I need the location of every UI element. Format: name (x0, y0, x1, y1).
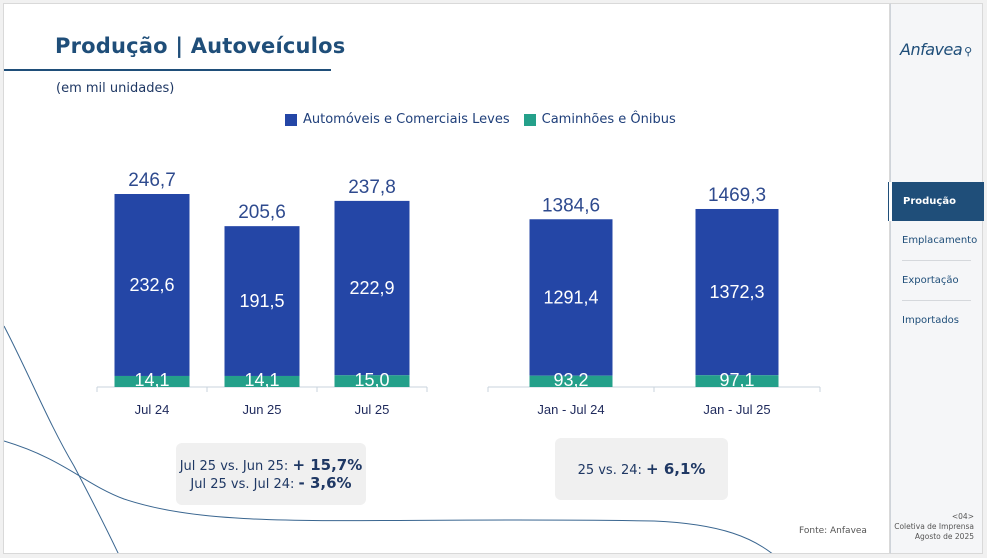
comparison-value: + 6,1% (646, 460, 706, 478)
decorative-curves (4, 325, 773, 553)
deco-curve-1 (4, 325, 119, 553)
comparison-jul-vs-jun: Jul 25 vs. Jun 25: + 15,7% (176, 456, 366, 474)
autos-value-label: 1291,4 (543, 287, 598, 307)
bar-autos (224, 226, 300, 376)
total-label: 1384,6 (542, 195, 600, 216)
comparison-ytd: 25 vs. 24: + 6,1% (555, 460, 728, 478)
total-label: 205,6 (238, 202, 286, 223)
source-note: Fonte: Anfavea (799, 526, 867, 536)
legend-label-autos: Automóveis e Comerciais Leves (303, 112, 510, 127)
slide-footer: <04> Coletiva de Imprensa Agosto de 2025 (894, 512, 974, 542)
x-tick-label: Jul 24 (135, 402, 170, 417)
event-name: Coletiva de Imprensa (894, 522, 974, 531)
total-label: 237,8 (348, 177, 396, 198)
anfavea-logo: Anfavea ⚲ (900, 40, 972, 59)
trucks-value-label: 93,2 (553, 370, 588, 390)
sidebar-nav: Produção Emplacamento Exportação Importa… (889, 182, 984, 340)
bar-autos (114, 194, 190, 376)
trucks-value-label: 15,0 (354, 370, 389, 390)
trucks-value-label: 14,1 (134, 370, 169, 390)
sidebar-item-emplacamento[interactable]: Emplacamento (902, 235, 978, 246)
comparison-value: - 3,6% (298, 474, 352, 492)
comparison-label: Jul 25 vs. Jul 24: (190, 477, 295, 492)
autos-value-label: 191,5 (239, 291, 284, 311)
trucks-value-label: 97,1 (719, 370, 754, 390)
sidebar-item-importados[interactable]: Importados (902, 315, 959, 326)
legend-label-trucks: Caminhões e Ônibus (541, 112, 676, 127)
comparison-label: 25 vs. 24: (577, 463, 642, 478)
logo-text: Anfavea (900, 40, 963, 59)
x-tick-label: Jul 25 (355, 402, 390, 417)
x-tick-label: Jun 25 (242, 402, 281, 417)
event-date: Agosto de 2025 (914, 532, 974, 541)
comparison-label: Jul 25 vs. Jun 25: (179, 459, 289, 474)
bar-trucks (224, 375, 300, 387)
unit-subtitle: (em mil unidades) (56, 81, 175, 96)
autos-value-label: 222,9 (349, 278, 394, 298)
bar-trucks (114, 375, 190, 387)
bar-autos (334, 200, 410, 376)
bar-trucks (529, 375, 613, 387)
bar-trucks (334, 375, 410, 387)
trucks-value-label: 14,1 (244, 370, 279, 390)
slide: Produção | Autoveículos (em mil unidades… (3, 3, 890, 554)
total-label: 246,7 (128, 170, 176, 191)
sidebar-item-producao[interactable]: Produção (889, 182, 984, 221)
legend-item-autos: Automóveis e Comerciais Leves (285, 112, 510, 127)
page-number: <04> (951, 512, 974, 521)
chart-legend: Automóveis e Comerciais Leves Caminhões … (285, 112, 690, 127)
title-underline (4, 69, 331, 71)
bar-autos (695, 208, 779, 376)
total-label: 1469,3 (708, 185, 766, 206)
x-tick-label: Jan - Jul 25 (703, 402, 770, 417)
bar-autos (529, 219, 613, 376)
x-tick-label: Jan - Jul 24 (537, 402, 604, 417)
sidebar-item-exportacao[interactable]: Exportação (902, 275, 959, 286)
nav-divider (902, 260, 971, 261)
deco-curve-2 (4, 440, 773, 553)
legend-item-trucks: Caminhões e Ônibus (523, 112, 676, 127)
comparison-value: + 15,7% (292, 456, 363, 474)
legend-swatch-trucks (523, 113, 536, 126)
autos-value-label: 1372,3 (709, 282, 764, 302)
logo-mark-icon: ⚲ (964, 45, 972, 58)
autos-value-label: 232,6 (129, 275, 174, 295)
nav-divider (902, 300, 971, 301)
legend-swatch-autos (285, 113, 297, 126)
comparison-jul-vs-jul: Jul 25 vs. Jul 24: - 3,6% (176, 474, 366, 492)
ytd-comparison-box: 25 vs. 24: + 6,1% (555, 438, 728, 500)
monthly-comparison-box: Jul 25 vs. Jun 25: + 15,7% Jul 25 vs. Ju… (176, 443, 366, 505)
bar-trucks (695, 375, 779, 387)
stacked-bar-chart: 246,7 232,6 14,1 Jul 24 205,6 191,5 14,1 Jun 25… (96, 170, 821, 417)
page-title: Produção | Autoveículos (55, 34, 346, 58)
sidebar: Anfavea ⚲ Produção Emplacamento Exportaçã… (889, 3, 984, 554)
